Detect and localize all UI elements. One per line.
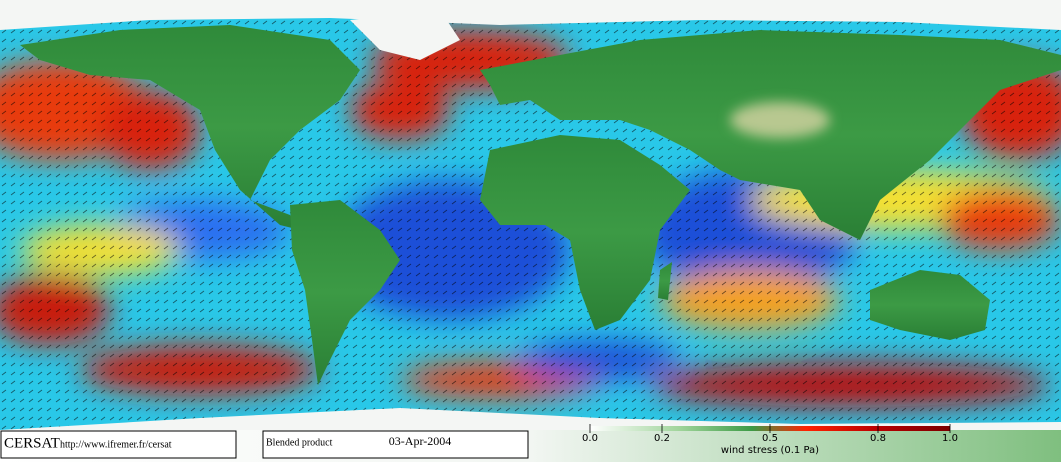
- colorbar-ticks: 0.0 0.2 0.5 0.8 1.0: [582, 424, 958, 444]
- product-date: 03-Apr-2004: [389, 434, 451, 448]
- url: http://www.ifremer.fr/cersat: [60, 439, 172, 450]
- colorbar-tick-label: 0.5: [762, 433, 778, 444]
- colorbar-label: wind stress (0.1 Pa): [721, 445, 819, 456]
- colorbar-tick-label: 0.2: [654, 433, 670, 444]
- colorbar-tick-label: 0.8: [870, 433, 886, 444]
- product-box: [262, 430, 529, 459]
- colorbar-tick-label: 0.0: [582, 433, 598, 444]
- continents: [0, 0, 1061, 432]
- colorbar-tick-label: 1.0: [942, 433, 958, 444]
- branding-box: [0, 430, 237, 459]
- product-name: Blended product: [266, 437, 333, 448]
- logo: CERSAT: [4, 435, 60, 451]
